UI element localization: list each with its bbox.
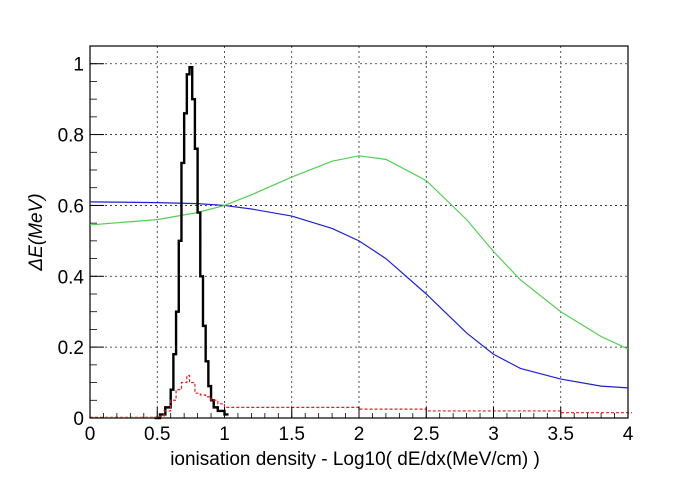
x-tick-label: 2 [354,424,365,445]
y-axis-title: ΔE(MeV) [26,193,47,271]
y-tick-label: 0.8 [58,126,84,147]
x-tick-label: 1 [219,424,230,445]
x-tick-label: 2.5 [413,424,439,445]
x-tick-label: 3.5 [548,424,574,445]
series-line-3 [90,374,632,418]
series-line-0 [89,201,629,389]
y-tick-label: 0 [73,409,84,430]
axis-ticks [89,45,629,419]
x-tick-label: 0.5 [144,424,170,445]
y-tick-label: 0.2 [58,338,84,359]
y-tick-label: 0.6 [58,196,84,217]
x-tick-label: 1.5 [279,424,305,445]
x-axis-title: ionisation density - Log10( dE/dx(MeV/cm… [170,449,540,470]
tick-labels: 0 0.5 1 1.5 2 2.5 3 3.5 4 0 0.2 0.4 0.6 0.8 1 [58,55,634,445]
x-tick-label: 4 [623,424,634,445]
x-tick-label: 0 [85,424,96,445]
series-line-1 [89,155,629,350]
series-layer [89,66,632,420]
grid-lines [90,46,628,418]
x-tick-label: 3 [488,424,499,445]
y-tick-label: 0.4 [58,267,85,288]
y-tick-label: 1 [73,55,84,76]
